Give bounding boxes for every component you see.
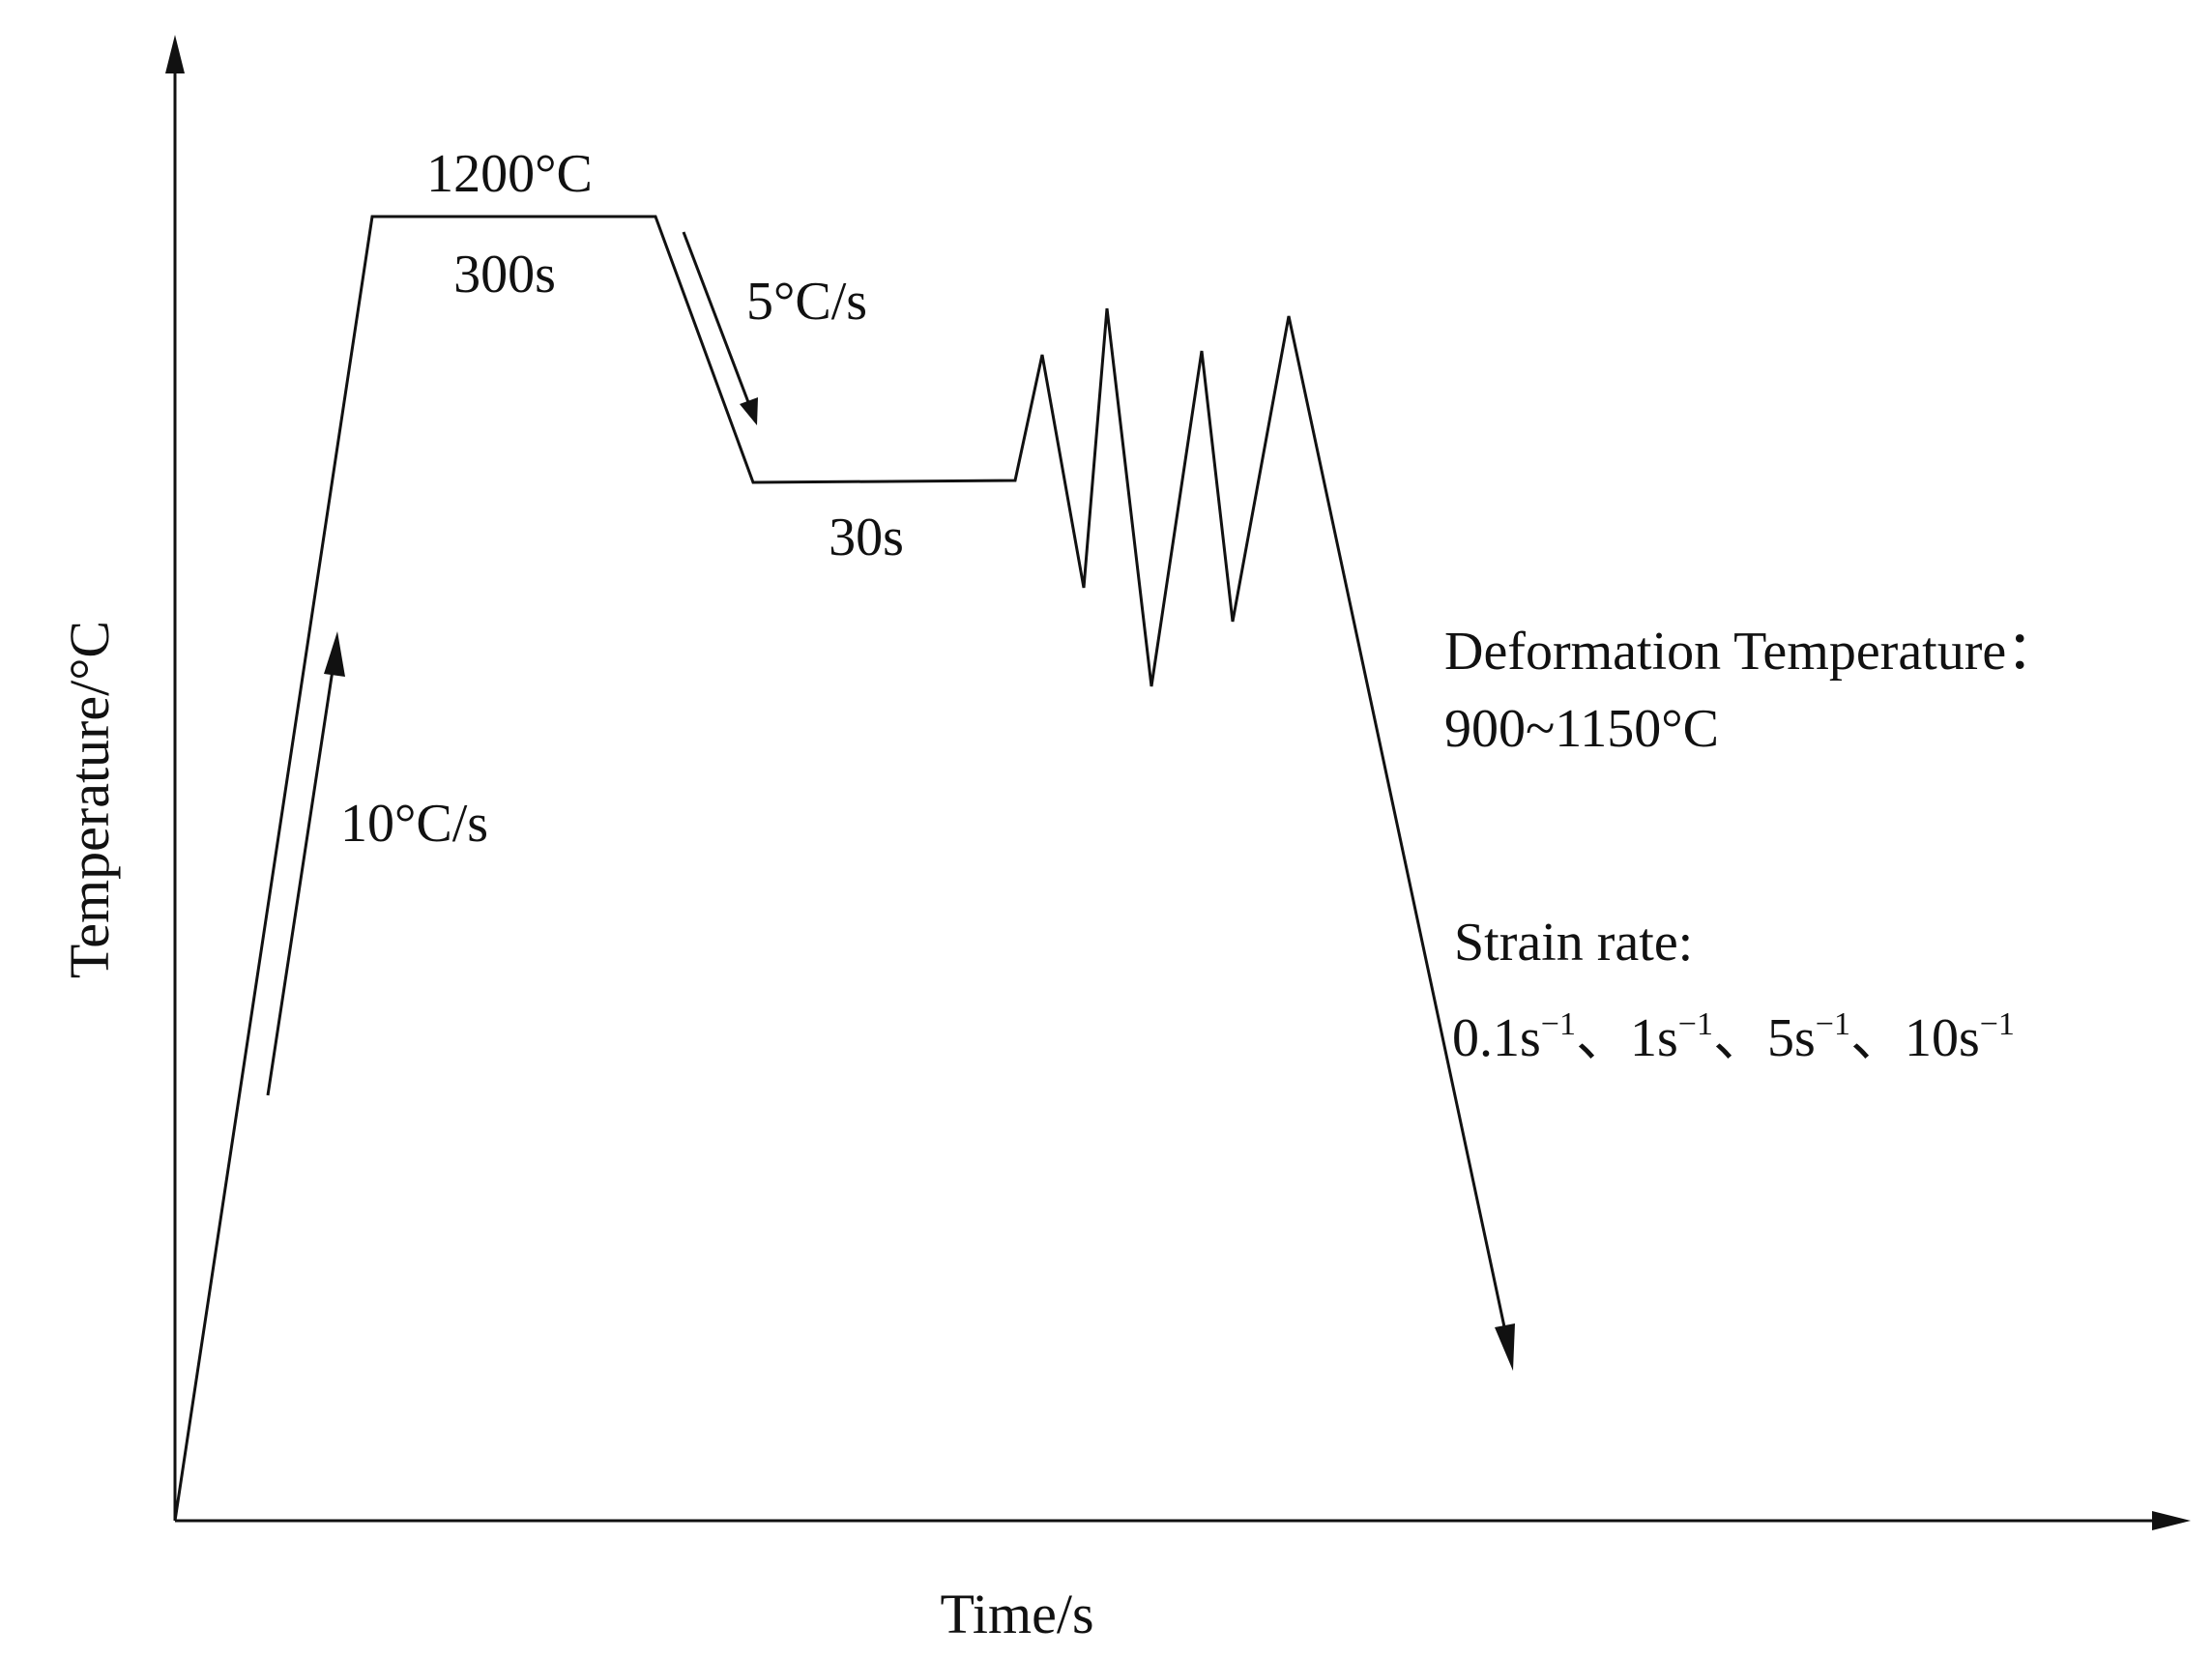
strain-rate-separator: 、 <box>1850 1008 1905 1068</box>
cooling-end-arrowhead <box>1495 1323 1515 1371</box>
strain-rate-values: 0.1s−1、1s−1、5s−1、10s−1 <box>1452 1006 2015 1068</box>
soak-temperature-label: 1200°C <box>426 144 593 204</box>
strain-rate-value: 5s <box>1767 1008 1816 1068</box>
strain-rate-label: Strain rate: <box>1454 913 1693 973</box>
hold-time-label: 30s <box>829 508 904 567</box>
deformation-temperature-value: 900~1150°C <box>1444 699 1719 759</box>
cooling-rate-arrow <box>682 231 750 403</box>
cooling-rate-arrowhead <box>740 397 758 425</box>
strain-rate-exponent: −1 <box>1816 1006 1850 1042</box>
strain-rate-separator: 、 <box>1713 1008 1767 1068</box>
y-axis-label: Temperature/°C <box>58 621 121 978</box>
heating-rate-arrowhead <box>324 631 345 677</box>
cooling-rate-label: 5°C/s <box>746 272 867 332</box>
y-axis-arrowhead <box>165 35 185 73</box>
temperature-profile-line <box>173 215 1511 1522</box>
soak-time-label: 300s <box>453 245 556 305</box>
heating-rate-arrow <box>266 656 336 1096</box>
strain-rate-value: 0.1s <box>1452 1008 1541 1068</box>
x-axis-label: Time/s <box>940 1583 1093 1645</box>
x-axis-arrowhead <box>2152 1511 2191 1530</box>
strain-rate-value: 1s <box>1630 1008 1678 1068</box>
strain-rate-exponent: −1 <box>1678 1006 1713 1042</box>
deformation-temperature-label: Deformation Temperature： <box>1444 622 2060 682</box>
heating-rate-label: 10°C/s <box>340 794 488 854</box>
strain-rate-value: 10s <box>1905 1008 1980 1068</box>
strain-rate-exponent: −1 <box>1980 1006 2015 1042</box>
strain-rate-separator: 、 <box>1576 1008 1630 1068</box>
strain-rate-exponent: −1 <box>1541 1006 1576 1042</box>
